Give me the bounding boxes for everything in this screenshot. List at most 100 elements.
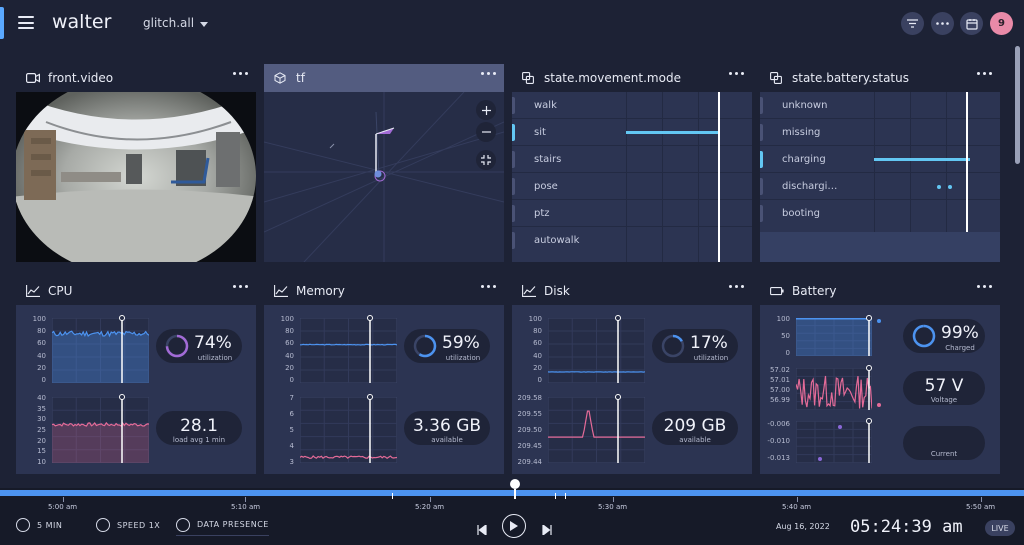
panel-menu-icon[interactable] <box>233 285 248 288</box>
voltage-pill-value: 57 V <box>924 376 964 396</box>
state-row: walk <box>512 92 752 119</box>
state-row: autowalk <box>512 227 752 254</box>
charge-pill: 99% Charged <box>903 319 985 353</box>
recenter-icon <box>481 155 491 165</box>
top-bar: walter glitch.all 9 <box>0 0 1024 48</box>
axis-tick-label: 5 <box>289 426 294 434</box>
front-video-panel: front.video <box>16 64 256 262</box>
scrollbar[interactable] <box>1015 46 1020 164</box>
timeline-label: 5:30 am <box>598 503 628 511</box>
state-row: missing <box>760 119 1000 146</box>
skip-forward-button[interactable] <box>542 520 552 539</box>
axis-tick-label: 60 <box>37 339 46 348</box>
panel-menu-icon[interactable] <box>977 285 992 288</box>
panel-header: tf <box>264 64 504 92</box>
playhead-handle[interactable] <box>615 394 621 400</box>
panel-menu-icon[interactable] <box>233 72 248 75</box>
window-size-button[interactable]: 5 MIN <box>16 514 62 536</box>
playhead-line <box>718 92 720 262</box>
tf-scene <box>264 92 504 262</box>
zoom-out-button[interactable] <box>476 122 496 142</box>
panel-menu-icon[interactable] <box>481 72 496 75</box>
axis-tick-label: 0 <box>785 349 790 357</box>
panel-menu-icon[interactable] <box>977 72 992 75</box>
skip-back-button[interactable] <box>477 520 487 539</box>
cpu-panel: CPU 100 80 60 40 20 0 40 35 30 25 20 15 10 74% utilizat… <box>16 277 256 474</box>
load-pill-value: 28.1 <box>180 416 218 436</box>
axis-tick-label: 57.02 <box>769 366 790 374</box>
playhead-handle[interactable] <box>866 365 872 371</box>
accent-edge <box>0 7 4 39</box>
zoom-in-button[interactable] <box>476 100 496 120</box>
disk-metrics: 100 80 60 40 20 0 209.58 209.55 209.50 209.45 209.… <box>512 305 752 474</box>
user-avatar[interactable]: 9 <box>990 12 1013 35</box>
movement-mode-panel: state.movement.mode walk sit stairs pose… <box>512 64 752 262</box>
available-pill-value: 3.36 GB <box>412 416 482 436</box>
state-row: charging <box>760 146 1000 173</box>
panel-header: CPU <box>16 277 256 305</box>
axis-tick-label: 60 <box>533 339 542 348</box>
play-button[interactable] <box>502 514 526 538</box>
playhead-handle[interactable] <box>119 315 125 321</box>
timeline-label: 5:40 am <box>782 503 812 511</box>
panel-title: tf <box>296 71 305 85</box>
calendar-button[interactable] <box>960 12 983 35</box>
axis-tick-label: 40 <box>285 351 294 360</box>
panel-footer <box>760 232 1000 262</box>
playhead-handle[interactable] <box>367 315 373 321</box>
timeline-scrubber[interactable] <box>510 479 520 489</box>
state-label: stairs <box>534 154 562 165</box>
panel-title: CPU <box>48 284 73 298</box>
memory-metrics: 100 80 60 40 20 0 7 6 5 4 3 59% utilization 3.36 GB av… <box>264 305 504 474</box>
panel-header: Battery <box>760 277 1000 305</box>
speed-label: SPEED 1X <box>117 520 161 530</box>
utilization-chart <box>548 318 645 383</box>
state-label: unknown <box>782 100 828 111</box>
panel-title: Memory <box>296 284 345 298</box>
panel-menu-icon[interactable] <box>729 72 744 75</box>
tf-3d-view[interactable] <box>264 92 504 262</box>
utilization-pill-value: 74% <box>194 333 232 353</box>
utilization-pill: 59% utilization <box>404 329 490 363</box>
state-icon <box>522 72 536 84</box>
speed-button[interactable]: SPEED 1X <box>96 514 160 536</box>
line-chart-icon <box>522 285 536 297</box>
plus-icon <box>481 105 491 115</box>
panel-menu-icon[interactable] <box>729 285 744 288</box>
axis-tick-label: -0.006 <box>767 420 790 428</box>
state-row: unknown <box>760 92 1000 119</box>
playhead-handle[interactable] <box>866 315 872 321</box>
panel-header: state.battery.status <box>760 64 1000 92</box>
playhead-handle[interactable] <box>119 394 125 400</box>
video-icon <box>26 72 40 84</box>
playhead-handle[interactable] <box>866 418 872 424</box>
timeline-label: 5:10 am <box>231 503 261 511</box>
hamburger-menu-icon[interactable] <box>18 16 34 29</box>
current-pill-label: Current <box>930 450 958 458</box>
timeline-marker <box>392 493 393 499</box>
playhead-handle[interactable] <box>367 394 373 400</box>
axis-tick-label: 100 <box>776 315 790 323</box>
cpu-metrics: 100 80 60 40 20 0 40 35 30 25 20 15 10 74% utilization… <box>16 305 256 474</box>
axis-tick-label: 35 <box>37 404 46 413</box>
axis-tick-label: 57.00 <box>769 386 790 394</box>
tf-panel: tf <box>264 64 504 262</box>
axis-tick-label: 57.01 <box>769 376 790 384</box>
data-presence-button[interactable]: DATA PRESENCE <box>176 514 269 536</box>
charge-chart <box>796 318 872 356</box>
state-duration-bar <box>626 131 718 134</box>
playhead-handle[interactable] <box>615 315 621 321</box>
recenter-button[interactable] <box>476 150 496 170</box>
panel-menu-icon[interactable] <box>481 285 496 288</box>
window-size-label: 5 MIN <box>37 520 63 530</box>
source-selector[interactable]: glitch.all <box>143 16 209 30</box>
axis-tick-label: 56.99 <box>769 396 790 404</box>
charge-pill-label: Charged <box>945 344 975 352</box>
speed-icon <box>96 518 110 532</box>
filter-button[interactable] <box>901 12 924 35</box>
live-button[interactable]: LIVE <box>985 520 1015 536</box>
state-row: stairs <box>512 146 752 173</box>
more-options-button[interactable] <box>931 12 954 35</box>
axis-tick-label: 0 <box>41 376 46 384</box>
series-line <box>52 330 149 338</box>
